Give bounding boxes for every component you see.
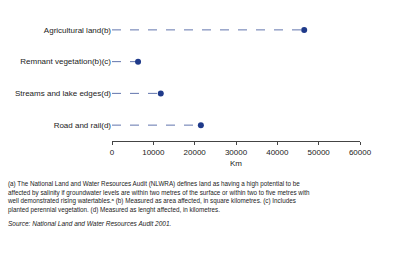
html-text:planted perennial vegetation.: planted perennial vegetation. (d) Measur… bbox=[8, 205, 220, 213]
svg-text:50000: 50000 bbox=[308, 148, 331, 157]
html-text:affected by salinity if ground: affected by salinity if groundwater leve… bbox=[8, 188, 310, 196]
html-text:well demonstrated rising water: well demonstrated rising watertables.ᵃ (… bbox=[8, 197, 296, 205]
svg-text:Agricultural land(b): Agricultural land(b) bbox=[44, 26, 111, 35]
svg-text:Streams and lake edges(d): Streams and lake edges(d) bbox=[15, 89, 111, 98]
html-text:Source: National Land and Wate: Source: National Land and Water Resource… bbox=[8, 220, 172, 228]
svg-text:40000: 40000 bbox=[266, 148, 289, 157]
svg-text:10000: 10000 bbox=[142, 148, 165, 157]
svg-text:30000: 30000 bbox=[225, 148, 248, 157]
svg-text:60000: 60000 bbox=[349, 148, 372, 157]
svg-text:Km: Km bbox=[230, 159, 242, 168]
svg-text:Road and rail(d): Road and rail(d) bbox=[54, 121, 112, 130]
svg-text:20000: 20000 bbox=[184, 148, 207, 157]
html-text:(a) The National Land and Wate: (a) The National Land and Water Resource… bbox=[8, 180, 300, 187]
svg-text:0: 0 bbox=[110, 148, 115, 157]
svg-text:Remnant vegetation(b)(c): Remnant vegetation(b)(c) bbox=[20, 57, 111, 66]
